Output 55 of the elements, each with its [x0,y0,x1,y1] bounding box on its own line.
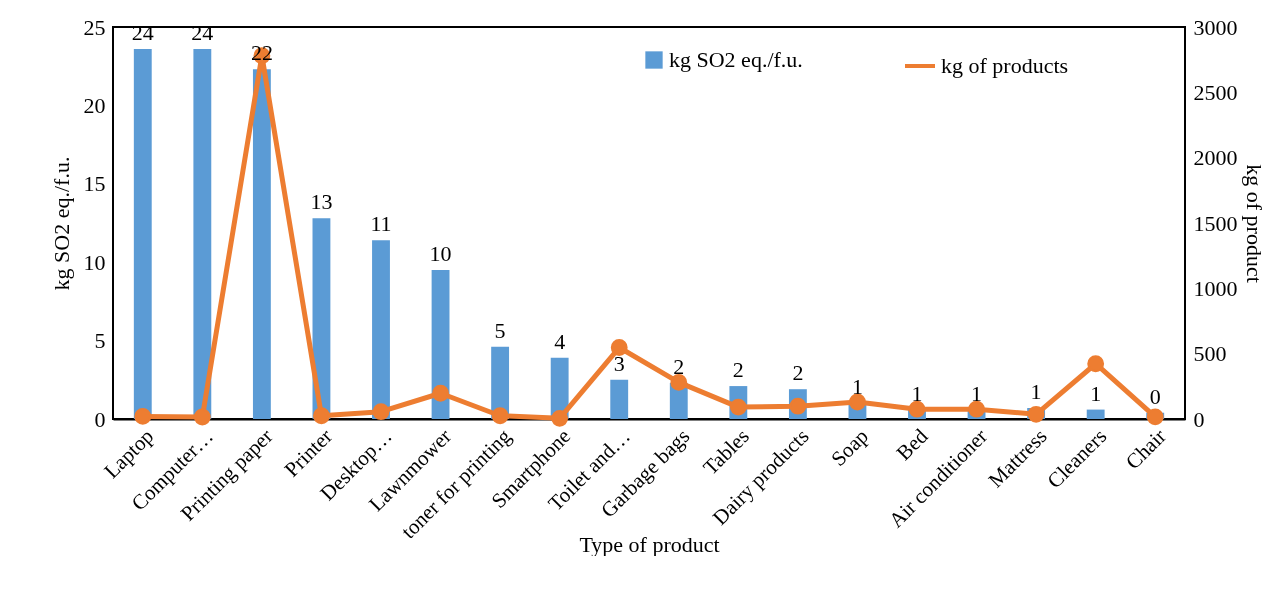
y-tick-label: 5 [94,328,106,354]
data-label: 1 [911,380,923,406]
data-label: 1 [1030,379,1042,405]
y2-tick-label: 2500 [1193,79,1238,105]
y2-tick-label: 500 [1193,341,1227,367]
y-tick-label: 25 [83,14,106,40]
y-tick-label: 20 [83,92,106,118]
y2-tick-label: 0 [1193,406,1205,432]
data-label: 3 [613,350,625,376]
legend-label: kg of products [941,53,1069,78]
data-label: 11 [370,211,392,237]
point [134,407,152,425]
data-label: 13 [310,189,333,215]
data-label: 1 [1090,380,1102,406]
point [849,393,866,411]
bar [610,379,629,419]
bar [133,48,152,419]
data-label: 0 [1149,383,1161,409]
point [313,407,330,425]
y-tick-label: 0 [94,406,106,432]
y2-tick-label: 3000 [1193,14,1238,40]
data-label: 1 [971,380,983,406]
y-axis-title: kg SO2 eq./f.u. [48,156,74,291]
bar [372,240,390,419]
y-tick-label: 15 [83,171,106,197]
data-label: 1 [851,374,863,400]
y-tick-label: 10 [83,249,106,275]
legend-label: kg SO2 eq./f.u. [669,47,803,72]
point [372,403,390,421]
y2-tick-label: 2000 [1193,145,1238,171]
data-label: 10 [429,241,452,267]
point [1087,355,1105,373]
bar [1086,409,1105,419]
data-label: 4 [554,328,566,354]
point [551,409,569,427]
bar [431,270,450,419]
data-label: 5 [494,317,506,343]
point [908,400,926,418]
point [610,339,628,356]
point [968,400,985,418]
point [491,407,509,425]
x-axis-title: Type of product [579,531,720,557]
bar [252,69,271,419]
x-tick-label: Soap [826,424,873,471]
y2-tick-label: 1500 [1193,210,1238,236]
bar [193,48,212,419]
y2-axis-title: kg of product [1241,164,1267,283]
y2-tick-label: 1000 [1193,275,1238,301]
data-label: 2 [732,357,744,383]
data-label: 2 [673,353,685,379]
point [670,374,688,391]
data-label: 2 [792,360,804,386]
point [193,408,211,426]
point [1146,408,1164,426]
point [432,384,449,402]
